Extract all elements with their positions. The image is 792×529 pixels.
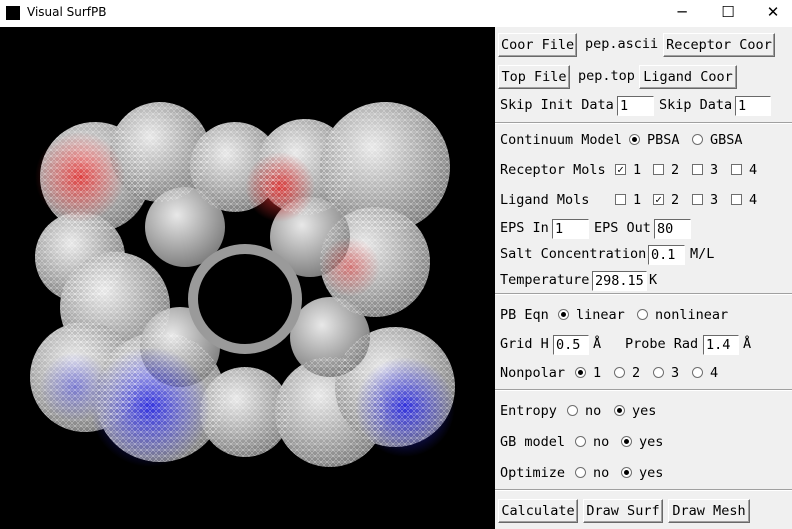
linear-radio[interactable] [558,309,569,320]
nonpolar-2-label: 2 [632,365,641,381]
receptor-coor-button[interactable]: Receptor Coor [663,33,775,57]
optimize-no-label: no [593,465,610,481]
skip-data-input[interactable]: 1 [735,96,771,116]
surface-blob [30,102,455,467]
optimize-yes-label: yes [639,465,664,481]
grid-h-unit: Å [593,336,602,352]
divider [495,293,792,295]
eps-in-label: EPS In [500,220,549,236]
ligand-mol-1-checkbox[interactable] [615,194,626,205]
entropy-no-radio[interactable] [567,405,578,416]
entropy-yes-radio[interactable] [614,405,625,416]
receptor-mol-1-checkbox[interactable]: ✓ [615,164,626,175]
gb-model-yes-label: yes [639,434,664,450]
gb-model-no-label: no [593,434,610,450]
probe-rad-label: Probe Rad [625,336,699,352]
ligand-mols-label: Ligand Mols [500,192,590,208]
calculate-button[interactable]: Calculate [498,499,578,523]
pbsa-label: PBSA [647,132,680,148]
eps-out-input[interactable]: 80 [654,219,691,239]
entropy-yes-label: yes [632,403,657,419]
receptor-mol-1-label: 1 [633,162,642,178]
temperature-input[interactable]: 298.15 [592,271,647,291]
salt-concentration-input[interactable]: 0.1 [648,245,685,265]
optimize-no-radio[interactable] [575,467,586,478]
gbsa-label: GBSA [710,132,743,148]
nonpolar-2-radio[interactable] [614,367,625,378]
molecular-surface-mesh [30,102,455,467]
temperature-label: Temperature [500,272,590,288]
ligand-mol-1-label: 1 [633,192,642,208]
ligand-mol-3-checkbox[interactable] [692,194,703,205]
receptor-mol-3-checkbox[interactable] [692,164,703,175]
salt-unit-label: M/L [690,246,715,262]
linear-label: linear [576,307,625,323]
top-file-button[interactable]: Top File [498,65,570,89]
coor-file-button[interactable]: Coor File [498,33,577,57]
minimize-button[interactable]: ─ [677,3,687,21]
nonpolar-1-radio[interactable] [575,367,586,378]
top-file-value: pep.top [578,68,635,84]
grid-h-input[interactable]: 0.5 [553,335,589,355]
divider [495,389,792,391]
optimize-yes-radio[interactable] [621,467,632,478]
skip-init-input[interactable]: 1 [617,96,654,116]
draw-mesh-button[interactable]: Draw Mesh [668,499,750,523]
receptor-mol-4-label: 4 [749,162,758,178]
window-title: Visual SurfPB [27,5,107,19]
receptor-mol-4-checkbox[interactable] [731,164,742,175]
molecular-surface-viewport[interactable] [0,27,495,529]
entropy-no-label: no [585,403,602,419]
pb-eqn-label: PB Eqn [500,307,549,323]
salt-concentration-label: Salt Concentration [500,246,647,262]
gb-model-label: GB model [500,434,566,450]
ligand-mol-2-checkbox[interactable]: ✓ [653,194,664,205]
title-bar: Visual SurfPB ─ ☐ ✕ [0,0,792,27]
nonpolar-4-radio[interactable] [692,367,703,378]
maximize-button[interactable]: ☐ [721,3,735,21]
entropy-label: Entropy [500,403,557,419]
gb-model-no-radio[interactable] [575,436,586,447]
receptor-mols-label: Receptor Mols [500,162,606,178]
pbsa-radio[interactable] [629,134,640,145]
receptor-mol-3-label: 3 [710,162,719,178]
skip-data-label: Skip Data [659,97,733,113]
skip-init-label: Skip Init Data [500,97,614,113]
nonpolar-1-label: 1 [593,365,602,381]
coor-file-value: pep.ascii [585,36,659,52]
nonpolar-3-label: 3 [671,365,680,381]
probe-rad-unit: Å [743,336,752,352]
eps-out-label: EPS Out [594,220,651,236]
nonpolar-label: Nonpolar [500,365,566,381]
probe-rad-input[interactable]: 1.4 [703,335,739,355]
ligand-mol-3-label: 3 [710,192,719,208]
optimize-label: Optimize [500,465,566,481]
temperature-unit-label: K [649,272,658,288]
divider [495,122,792,124]
nonlinear-label: nonlinear [655,307,729,323]
ligand-mol-2-label: 2 [671,192,680,208]
app-icon [6,6,20,20]
control-panel: Coor File pep.ascii Receptor Coor Top Fi… [495,27,792,529]
nonpolar-4-label: 4 [710,365,719,381]
receptor-mol-2-label: 2 [671,162,680,178]
continuum-model-label: Continuum Model [500,132,622,148]
gbsa-radio[interactable] [692,134,703,145]
nonpolar-3-radio[interactable] [653,367,664,378]
ligand-coor-button[interactable]: Ligand Coor [639,65,737,89]
receptor-mol-2-checkbox[interactable] [653,164,664,175]
eps-in-input[interactable]: 1 [552,219,589,239]
divider [495,489,792,491]
close-button[interactable]: ✕ [766,3,780,21]
ligand-mol-4-checkbox[interactable] [731,194,742,205]
gb-model-yes-radio[interactable] [621,436,632,447]
nonlinear-radio[interactable] [637,309,648,320]
grid-h-label: Grid H [500,336,549,352]
draw-surf-button[interactable]: Draw Surf [583,499,663,523]
ligand-mol-4-label: 4 [749,192,758,208]
